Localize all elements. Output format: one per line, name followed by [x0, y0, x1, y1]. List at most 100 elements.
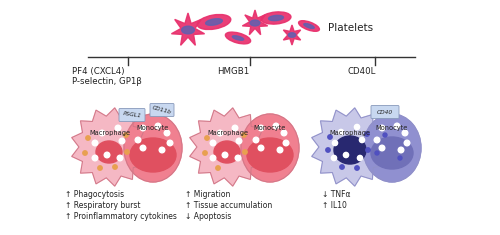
Text: Macrophage: Macrophage	[208, 130, 248, 136]
Text: ↑ Respiratory burst: ↑ Respiratory burst	[65, 201, 140, 210]
Text: CD11b: CD11b	[152, 105, 172, 115]
Polygon shape	[312, 108, 390, 186]
Circle shape	[332, 140, 338, 146]
Circle shape	[326, 148, 330, 152]
Circle shape	[117, 155, 123, 161]
Circle shape	[404, 140, 410, 146]
Text: ↑ Migration: ↑ Migration	[185, 190, 230, 199]
Circle shape	[124, 133, 128, 137]
Circle shape	[86, 136, 90, 140]
Ellipse shape	[124, 114, 182, 182]
Text: PF4 (CXCL4): PF4 (CXCL4)	[72, 67, 124, 76]
Ellipse shape	[298, 21, 320, 31]
Text: PSGL1: PSGL1	[122, 111, 142, 119]
Circle shape	[340, 165, 344, 169]
Text: ↑ IL10: ↑ IL10	[322, 201, 347, 210]
Circle shape	[354, 124, 360, 129]
Polygon shape	[284, 25, 300, 45]
Circle shape	[140, 145, 146, 151]
Polygon shape	[242, 10, 268, 35]
Text: HMGB1: HMGB1	[217, 67, 250, 76]
Text: CD40: CD40	[377, 110, 393, 114]
Ellipse shape	[363, 114, 421, 182]
Circle shape	[92, 140, 98, 146]
Circle shape	[258, 145, 264, 151]
Circle shape	[273, 123, 279, 129]
Circle shape	[115, 125, 121, 131]
Ellipse shape	[304, 24, 314, 28]
Ellipse shape	[197, 15, 231, 30]
Text: ↑ Proinflammatory cytokines: ↑ Proinflammatory cytokines	[65, 212, 177, 221]
FancyBboxPatch shape	[371, 106, 399, 118]
Circle shape	[398, 147, 404, 153]
Circle shape	[135, 137, 141, 143]
FancyBboxPatch shape	[119, 109, 145, 121]
Circle shape	[216, 166, 220, 170]
Text: ↓ Apoptosis: ↓ Apoptosis	[185, 212, 232, 221]
Ellipse shape	[96, 141, 122, 163]
Circle shape	[222, 152, 228, 158]
Circle shape	[159, 147, 165, 153]
Text: Macrophage: Macrophage	[90, 130, 130, 136]
Ellipse shape	[226, 32, 250, 44]
Ellipse shape	[334, 136, 366, 164]
Ellipse shape	[214, 141, 240, 163]
Circle shape	[375, 151, 379, 155]
Ellipse shape	[241, 114, 299, 182]
Circle shape	[210, 140, 216, 146]
Circle shape	[258, 125, 264, 131]
Circle shape	[281, 130, 287, 136]
Circle shape	[332, 155, 336, 161]
Circle shape	[242, 133, 246, 137]
Circle shape	[83, 151, 87, 155]
FancyBboxPatch shape	[150, 103, 174, 117]
Circle shape	[232, 125, 238, 131]
Ellipse shape	[268, 15, 283, 21]
Circle shape	[113, 165, 117, 169]
Polygon shape	[190, 108, 268, 186]
Circle shape	[140, 125, 146, 131]
Circle shape	[374, 137, 380, 143]
Ellipse shape	[247, 138, 293, 172]
Text: Platelets: Platelets	[328, 23, 373, 33]
Circle shape	[383, 133, 387, 137]
Circle shape	[119, 138, 125, 144]
Circle shape	[283, 140, 289, 146]
Circle shape	[253, 137, 259, 143]
Circle shape	[164, 130, 170, 136]
Circle shape	[402, 130, 408, 136]
Text: Monocyte: Monocyte	[254, 125, 286, 131]
Circle shape	[328, 135, 332, 139]
Text: Monocyte: Monocyte	[137, 125, 169, 131]
Circle shape	[125, 150, 129, 154]
Circle shape	[92, 155, 98, 161]
Circle shape	[360, 137, 364, 143]
Circle shape	[358, 155, 362, 161]
Circle shape	[235, 155, 241, 161]
Circle shape	[355, 166, 359, 170]
Circle shape	[99, 130, 105, 136]
Text: Monocyte: Monocyte	[376, 125, 408, 131]
Circle shape	[210, 155, 216, 161]
Circle shape	[398, 156, 402, 160]
Circle shape	[155, 123, 161, 129]
Ellipse shape	[261, 12, 291, 24]
Circle shape	[379, 145, 385, 151]
Circle shape	[344, 153, 348, 158]
Circle shape	[205, 136, 209, 140]
Text: ↑ Phagocytosis: ↑ Phagocytosis	[65, 190, 124, 199]
Circle shape	[243, 150, 247, 154]
Circle shape	[203, 151, 207, 155]
Ellipse shape	[232, 36, 243, 40]
Ellipse shape	[288, 33, 296, 37]
Circle shape	[366, 148, 370, 152]
Ellipse shape	[371, 137, 413, 169]
Circle shape	[338, 129, 344, 135]
Circle shape	[98, 166, 102, 170]
Ellipse shape	[206, 19, 222, 25]
Circle shape	[217, 130, 223, 136]
Text: Macrophage: Macrophage	[330, 130, 370, 136]
Circle shape	[379, 125, 385, 131]
Circle shape	[394, 123, 400, 129]
Polygon shape	[72, 108, 150, 186]
